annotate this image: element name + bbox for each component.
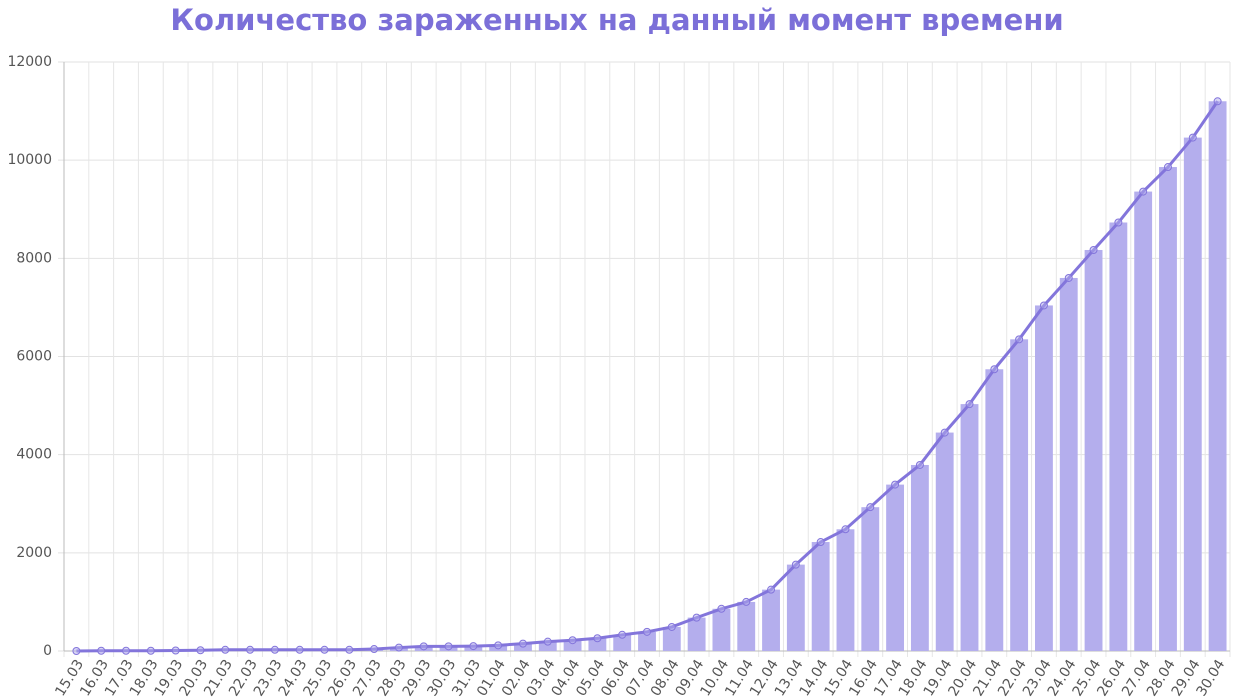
bar <box>910 464 929 651</box>
point <box>1039 301 1048 310</box>
point <box>891 480 900 489</box>
point <box>469 642 478 651</box>
point <box>692 613 701 622</box>
chart-title: Количество зараженных на данный момент в… <box>170 3 1063 37</box>
bar <box>1134 191 1153 651</box>
bar <box>960 404 979 651</box>
bar <box>1159 167 1177 651</box>
point <box>1213 97 1222 106</box>
point <box>1139 187 1148 196</box>
point <box>1114 218 1123 227</box>
point <box>915 460 924 469</box>
point <box>270 645 279 654</box>
bar <box>687 617 706 651</box>
bar <box>1208 101 1227 652</box>
point <box>1089 245 1098 254</box>
point <box>1188 133 1197 142</box>
point <box>320 645 329 654</box>
bar <box>563 640 582 651</box>
y-tick-label: 2000 <box>16 545 52 561</box>
bar <box>886 484 905 651</box>
bar <box>712 608 731 651</box>
point <box>518 639 527 648</box>
bar <box>836 529 855 651</box>
bar <box>1010 339 1029 651</box>
point <box>791 560 800 569</box>
point <box>295 645 304 654</box>
point <box>742 597 751 606</box>
bar <box>662 626 681 651</box>
y-tick-label: 10000 <box>7 152 52 168</box>
point <box>171 646 180 655</box>
point <box>965 400 974 409</box>
bar <box>737 601 756 651</box>
point <box>767 585 776 594</box>
point <box>72 647 81 655</box>
bar <box>935 432 954 651</box>
bar <box>1035 305 1053 651</box>
bar <box>985 369 1004 651</box>
point <box>990 365 999 374</box>
bar <box>811 542 830 651</box>
point <box>568 636 577 645</box>
point <box>866 503 875 512</box>
point <box>494 641 503 650</box>
point <box>444 642 453 651</box>
point <box>122 646 131 655</box>
y-tick-label: 6000 <box>16 349 52 365</box>
bar <box>638 631 656 651</box>
point <box>543 637 552 646</box>
point <box>643 627 651 636</box>
bar <box>1059 277 1078 651</box>
y-tick-label: 12000 <box>7 54 52 70</box>
point <box>593 634 602 643</box>
point <box>940 428 949 437</box>
point <box>196 646 205 655</box>
point <box>394 643 403 652</box>
point <box>1064 273 1073 282</box>
point <box>246 645 255 654</box>
bar <box>786 564 805 651</box>
point <box>345 645 354 654</box>
point <box>618 630 627 639</box>
bar <box>538 641 557 651</box>
bar <box>861 507 880 651</box>
bar <box>1084 249 1103 651</box>
point <box>97 646 106 655</box>
point <box>717 604 726 613</box>
bar <box>613 634 632 651</box>
y-tick-label: 8000 <box>16 250 52 266</box>
point <box>1163 163 1172 172</box>
bar <box>588 638 607 651</box>
point <box>221 645 230 654</box>
bar <box>762 589 780 651</box>
y-tick-label: 0 <box>43 643 52 659</box>
bar <box>1183 137 1202 652</box>
point <box>841 525 850 534</box>
point <box>667 622 676 631</box>
point <box>1015 335 1024 344</box>
point <box>419 642 428 651</box>
point <box>370 645 379 654</box>
point <box>146 646 155 655</box>
point <box>816 538 825 547</box>
bar <box>1109 222 1128 651</box>
y-tick-label: 4000 <box>16 447 52 463</box>
